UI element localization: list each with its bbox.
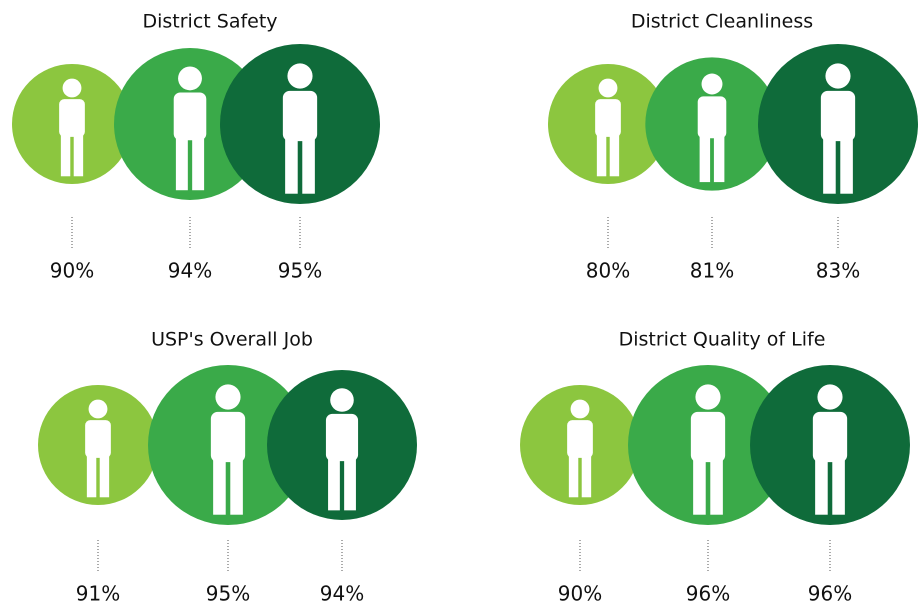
value-label: 90% [558, 582, 602, 606]
silhouette-head [215, 384, 240, 409]
value-label: 94% [168, 259, 212, 283]
silhouette-head [702, 74, 723, 95]
value-label: 91% [76, 582, 120, 606]
value-label: 96% [808, 582, 852, 606]
silhouette-head [571, 400, 590, 419]
silhouette-leg [710, 460, 723, 515]
value-label: 90% [50, 259, 94, 283]
silhouette-leg [582, 456, 591, 497]
silhouette-head [63, 79, 82, 98]
silhouette-body [567, 420, 593, 458]
value-label: 94% [320, 582, 364, 606]
silhouette-leg [328, 459, 340, 510]
silhouette-leg [569, 456, 578, 497]
silhouette-leg [230, 460, 243, 515]
value-label: 95% [206, 582, 250, 606]
silhouette-head [287, 63, 312, 88]
silhouette-body [698, 96, 727, 138]
silhouette-leg [344, 459, 356, 510]
chart-title: District Cleanliness [631, 11, 813, 33]
silhouette-head [695, 384, 720, 409]
panel: District Cleanliness 80% 81% 83% [548, 11, 918, 283]
value-label: 80% [586, 259, 630, 283]
silhouette-body [813, 412, 847, 462]
value-label: 95% [278, 259, 322, 283]
silhouette-body [821, 91, 855, 141]
silhouette-leg [61, 135, 70, 176]
silhouette-leg [597, 135, 606, 176]
silhouette-leg [815, 460, 828, 515]
silhouette-leg [285, 139, 298, 194]
silhouette-head [817, 384, 842, 409]
silhouette-leg [714, 136, 724, 182]
silhouette-body [59, 99, 85, 137]
silhouette-leg [74, 135, 83, 176]
panel: District Safety 90% 94% 95% [12, 11, 380, 283]
silhouette-body [174, 93, 207, 141]
chart-title: District Quality of Life [619, 329, 826, 351]
silhouette-head [178, 66, 202, 90]
silhouette-leg [610, 135, 619, 176]
chart-title: USP's Overall Job [151, 329, 313, 351]
silhouette-leg [213, 460, 226, 515]
silhouette-leg [176, 138, 188, 190]
silhouette-leg [87, 456, 96, 497]
silhouette-head [599, 79, 618, 98]
value-label: 83% [816, 259, 860, 283]
silhouette-body [691, 412, 725, 462]
silhouette-body [211, 412, 245, 462]
chart-title: District Safety [142, 11, 277, 33]
silhouette-body [326, 414, 358, 461]
silhouette-leg [700, 136, 710, 182]
silhouette-body [283, 91, 317, 141]
silhouette-leg [832, 460, 845, 515]
panel: USP's Overall Job 91% 95% 94% [38, 329, 417, 606]
silhouette-leg [693, 460, 706, 515]
silhouette-leg [100, 456, 109, 497]
panel: District Quality of Life 90% 96% 96% [520, 329, 910, 606]
value-label: 96% [686, 582, 730, 606]
silhouette-leg [840, 139, 853, 194]
silhouette-head [330, 388, 354, 412]
silhouette-body [85, 420, 111, 458]
silhouette-body [595, 99, 621, 137]
silhouette-leg [823, 139, 836, 194]
silhouette-head [825, 63, 850, 88]
silhouette-head [89, 400, 108, 419]
infographic: District Safety 90% 94% 95% District Cleanli… [0, 0, 924, 608]
value-label: 81% [690, 259, 734, 283]
silhouette-leg [302, 139, 315, 194]
silhouette-leg [192, 138, 204, 190]
